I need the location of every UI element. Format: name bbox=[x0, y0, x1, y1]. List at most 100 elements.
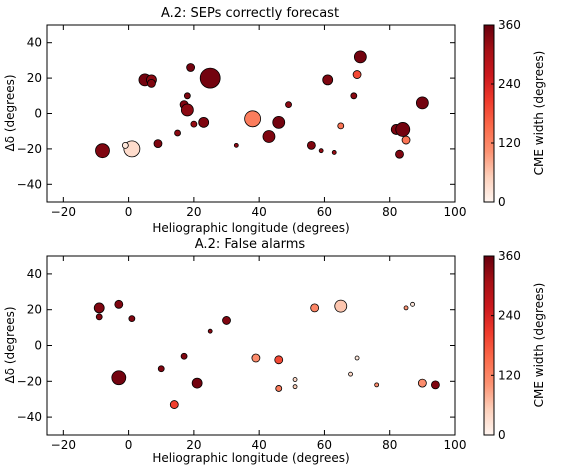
data-point bbox=[322, 74, 334, 86]
data-point bbox=[354, 355, 360, 361]
axis-ticks: −20 0 20 40 60 80 100 −40 −20 0 20 40 bbox=[17, 25, 467, 219]
data-point bbox=[292, 384, 298, 390]
data-point bbox=[431, 380, 440, 390]
data-point bbox=[401, 135, 411, 145]
data-point bbox=[331, 150, 337, 155]
data-point bbox=[262, 130, 276, 143]
x-tick-label: 40 bbox=[252, 438, 267, 452]
colorbar-tick-label: 120 bbox=[498, 368, 521, 382]
y-tick-label: −40 bbox=[17, 177, 42, 191]
panel-title: A.2: False alarms bbox=[195, 237, 306, 252]
data-point bbox=[374, 382, 380, 388]
data-point bbox=[191, 377, 203, 389]
data-point bbox=[285, 101, 292, 109]
data-point bbox=[153, 139, 163, 148]
data-point bbox=[183, 92, 191, 100]
colorbar-tick-label: 360 bbox=[498, 18, 521, 32]
data-point bbox=[169, 400, 179, 409]
data-point bbox=[95, 143, 110, 159]
data-point bbox=[306, 140, 316, 150]
colorbar-bottom: 0 120 240 360 CME width (degrees) bbox=[483, 249, 546, 442]
x-tick-label: 60 bbox=[317, 205, 332, 219]
data-point bbox=[180, 103, 194, 117]
data-point bbox=[157, 365, 165, 373]
x-tick-label: 100 bbox=[444, 205, 467, 219]
data-point bbox=[415, 96, 429, 110]
scatter-panel-seps-correctly-forecast: A.2: SEPs correctly forecast −20 0 20 40 60 8… bbox=[3, 6, 466, 235]
data-point bbox=[121, 141, 129, 149]
y-tick-label: 20 bbox=[27, 303, 42, 317]
y-tick-label: 0 bbox=[34, 339, 42, 353]
data-point bbox=[190, 120, 198, 128]
colorbar-tick-label: 240 bbox=[498, 309, 521, 323]
x-tick-label: −20 bbox=[51, 438, 76, 452]
data-point bbox=[337, 122, 345, 130]
colorbar-tick-label: 120 bbox=[498, 136, 521, 150]
data-points bbox=[95, 50, 429, 159]
y-tick-label: 0 bbox=[34, 107, 42, 121]
y-tick-label: 20 bbox=[27, 71, 42, 85]
colorbar-ticks: 0 120 240 360 bbox=[491, 18, 521, 209]
data-point bbox=[251, 353, 261, 363]
data-point bbox=[93, 302, 105, 314]
panel-title: A.2: SEPs correctly forecast bbox=[161, 6, 339, 21]
colorbar-tick-label: 0 bbox=[498, 428, 506, 442]
colorbar-ticks: 0 120 240 360 bbox=[491, 249, 521, 442]
y-tick-label: −40 bbox=[17, 410, 42, 424]
data-point bbox=[174, 129, 181, 137]
data-point bbox=[244, 110, 262, 128]
data-point bbox=[310, 303, 320, 313]
data-point bbox=[186, 63, 196, 72]
data-point bbox=[274, 355, 284, 365]
x-axis-label: Heliographic longitude (degrees) bbox=[152, 221, 349, 235]
data-point bbox=[272, 115, 286, 129]
data-point bbox=[95, 313, 103, 321]
data-point bbox=[395, 122, 411, 137]
data-point bbox=[348, 371, 353, 377]
data-point bbox=[410, 301, 415, 307]
data-point bbox=[207, 328, 213, 334]
x-tick-label: 60 bbox=[317, 438, 332, 452]
x-tick-label: 20 bbox=[186, 438, 201, 452]
data-point bbox=[199, 67, 221, 89]
data-point bbox=[275, 385, 283, 392]
data-point bbox=[147, 79, 156, 88]
x-tick-label: 0 bbox=[125, 205, 133, 219]
x-tick-label: −20 bbox=[51, 205, 76, 219]
colorbar-gradient bbox=[483, 255, 495, 436]
y-tick-label: 40 bbox=[27, 36, 42, 50]
colorbar-label: CME width (degrees) bbox=[532, 283, 546, 408]
y-tick-label: −20 bbox=[17, 374, 42, 388]
data-point bbox=[222, 316, 231, 325]
data-point bbox=[114, 299, 124, 309]
data-point bbox=[395, 149, 404, 159]
colorbar-gradient bbox=[483, 24, 495, 203]
data-point bbox=[128, 315, 136, 323]
scatter-panel-false-alarms: A.2: False alarms −20 0 20 40 60 80 100 −40 −20 0… bbox=[3, 237, 466, 465]
x-axis-label: Heliographic longitude (degrees) bbox=[152, 451, 349, 465]
data-points bbox=[93, 299, 440, 409]
data-point bbox=[403, 305, 409, 311]
data-point bbox=[198, 116, 210, 128]
y-tick-label: −20 bbox=[17, 142, 42, 156]
data-point bbox=[353, 50, 367, 64]
x-tick-label: 40 bbox=[252, 205, 267, 219]
y-tick-label: 40 bbox=[27, 267, 42, 281]
data-point bbox=[318, 148, 324, 154]
plot-area bbox=[46, 255, 456, 436]
data-point bbox=[417, 378, 427, 388]
data-point bbox=[111, 370, 127, 386]
colorbar-tick-label: 360 bbox=[498, 249, 521, 263]
colorbar-label: CME width (degrees) bbox=[532, 51, 546, 176]
data-point bbox=[233, 142, 239, 148]
y-axis-label: Δδ (degrees) bbox=[3, 306, 17, 383]
colorbar-top: 0 120 240 360 CME width (degrees) bbox=[483, 18, 546, 209]
y-axis-label: Δδ (degrees) bbox=[3, 74, 17, 151]
data-point bbox=[334, 299, 348, 313]
data-point bbox=[292, 377, 298, 382]
data-point bbox=[350, 92, 358, 100]
data-point bbox=[180, 352, 188, 360]
axis-ticks: −20 0 20 40 60 80 100 −40 −20 0 20 40 bbox=[17, 256, 466, 452]
x-tick-label: 80 bbox=[382, 205, 397, 219]
